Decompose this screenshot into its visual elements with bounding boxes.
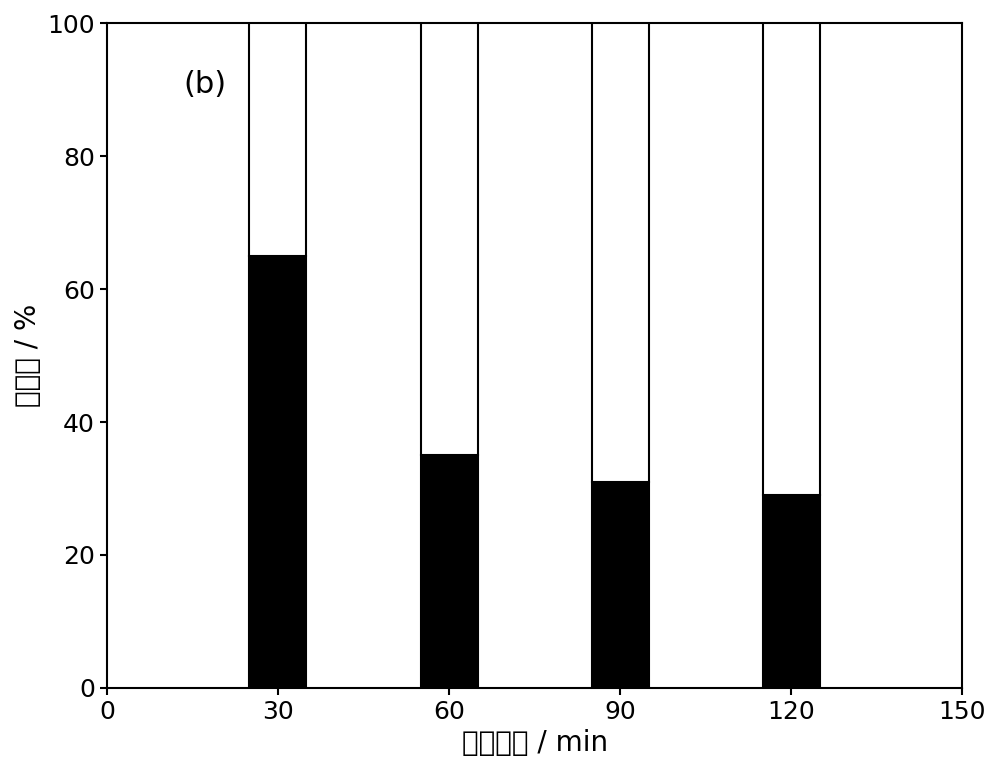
Bar [249, 256, 306, 688]
Bar [421, 23, 478, 455]
Bar [763, 495, 820, 688]
X-axis label: 沉降时间 / min: 沉降时间 / min [462, 729, 608, 757]
Bar [592, 482, 649, 688]
Bar [421, 455, 478, 688]
Bar [249, 23, 306, 256]
Y-axis label: 沉降比 / %: 沉降比 / % [14, 304, 42, 407]
Bar [763, 23, 820, 495]
Text: (b): (b) [184, 70, 227, 99]
Bar [592, 23, 649, 482]
